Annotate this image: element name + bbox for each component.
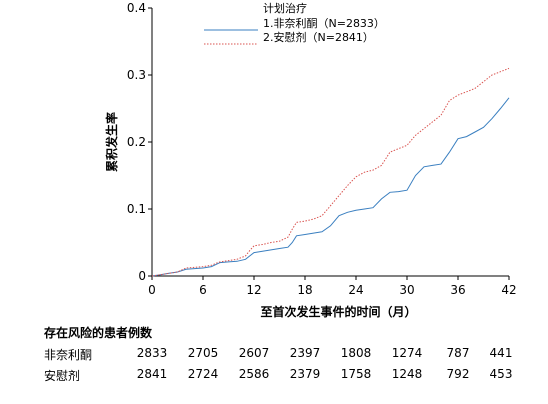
x-tick-label-30: 30	[399, 283, 414, 297]
y-tick-label-3: 0.3	[127, 68, 146, 82]
legend-title: 计划治疗	[263, 1, 307, 15]
y-tick-label-4: 0.4	[127, 1, 146, 15]
x-tick-label-24: 24	[348, 283, 363, 297]
x-tick-label-6: 6	[199, 283, 207, 297]
x-tick-label-18: 18	[297, 283, 312, 297]
y-tick-label-0: 0	[138, 269, 146, 283]
y-axis-label: 累积发生率	[104, 112, 119, 172]
legend-label-2: 2.安慰剂（N=2841）	[263, 30, 374, 44]
y-tick-label-1: 0.1	[127, 202, 146, 216]
x-tick-label-12: 12	[246, 283, 261, 297]
x-tick-label-0: 0	[148, 283, 156, 297]
series-layer	[151, 67, 510, 277]
series-line-1	[151, 97, 510, 277]
x-axis-label: 至首次发生事件的时间（月）	[260, 304, 416, 319]
legend-label-1: 1.非奈利酮（N=2833）	[263, 16, 385, 30]
series-line-2	[151, 67, 510, 277]
x-tick-label-42: 42	[501, 283, 516, 297]
x-tick-label-36: 36	[450, 283, 465, 297]
y-tick-label-2: 0.2	[127, 135, 146, 149]
axes-layer: 0 6 12 18 24 30 36 42 0 0.1 0.2 0.3 0.4 至首次发生事件的时间（月）…	[104, 1, 517, 319]
